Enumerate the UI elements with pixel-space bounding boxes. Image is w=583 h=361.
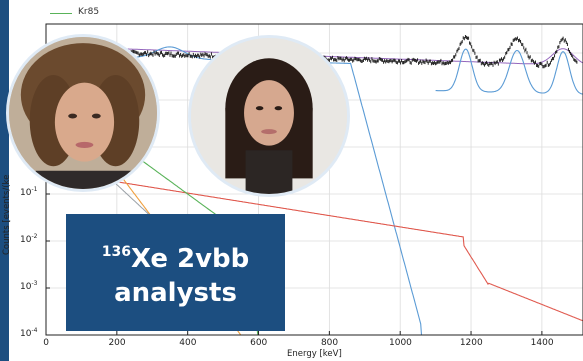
x-tick-label: 1400 xyxy=(530,338,554,348)
y-tick-label: 10-3 xyxy=(20,280,38,292)
y-axis-title: Counts [events/(ke xyxy=(2,174,12,255)
legend-label-kr85: Kr85 xyxy=(78,7,100,17)
curve-red-component xyxy=(45,169,583,322)
x-tick-label: 1200 xyxy=(459,338,483,348)
title-line-2: analysts xyxy=(114,278,237,308)
x-tick-label: 400 xyxy=(179,338,197,348)
x-tick-label: 1000 xyxy=(389,338,412,348)
x-tick-label: 0 xyxy=(43,338,49,348)
left-accent-strip xyxy=(0,0,9,361)
y-tick-label: 10-2 xyxy=(20,233,38,245)
x-tick-label: 600 xyxy=(250,338,268,348)
x-axis-title: Energy [keV] xyxy=(287,349,342,359)
title-text: Xe 2vbb xyxy=(130,244,250,274)
analysts-title-box: 136Xe 2vbb analysts xyxy=(66,214,285,331)
analyst-photo-1 xyxy=(6,34,160,192)
curve-blue-peaks xyxy=(435,48,583,95)
x-tick-label: 800 xyxy=(320,338,339,348)
y-tick-label: 10-1 xyxy=(20,186,38,198)
isotope-mass-number: 136 xyxy=(101,244,131,260)
title-line-1: 136Xe 2vbb xyxy=(102,235,250,276)
analyst-photo-2 xyxy=(188,35,350,197)
x-tick-label: 200 xyxy=(108,338,126,348)
y-tick-label: 10-4 xyxy=(20,327,38,339)
legend-line-kr85 xyxy=(50,13,72,14)
